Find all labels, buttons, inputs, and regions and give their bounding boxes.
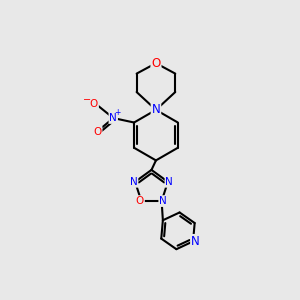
Text: N: N — [191, 235, 200, 248]
Text: N: N — [152, 103, 160, 116]
Text: N: N — [110, 113, 117, 123]
Text: −: − — [83, 95, 92, 105]
Text: O: O — [93, 127, 102, 137]
Text: O: O — [136, 196, 144, 206]
Text: N: N — [130, 177, 137, 187]
Text: +: + — [114, 109, 120, 118]
Text: O: O — [90, 99, 98, 109]
Text: N: N — [159, 196, 167, 206]
Text: O: O — [151, 57, 160, 70]
Text: N: N — [166, 177, 173, 187]
